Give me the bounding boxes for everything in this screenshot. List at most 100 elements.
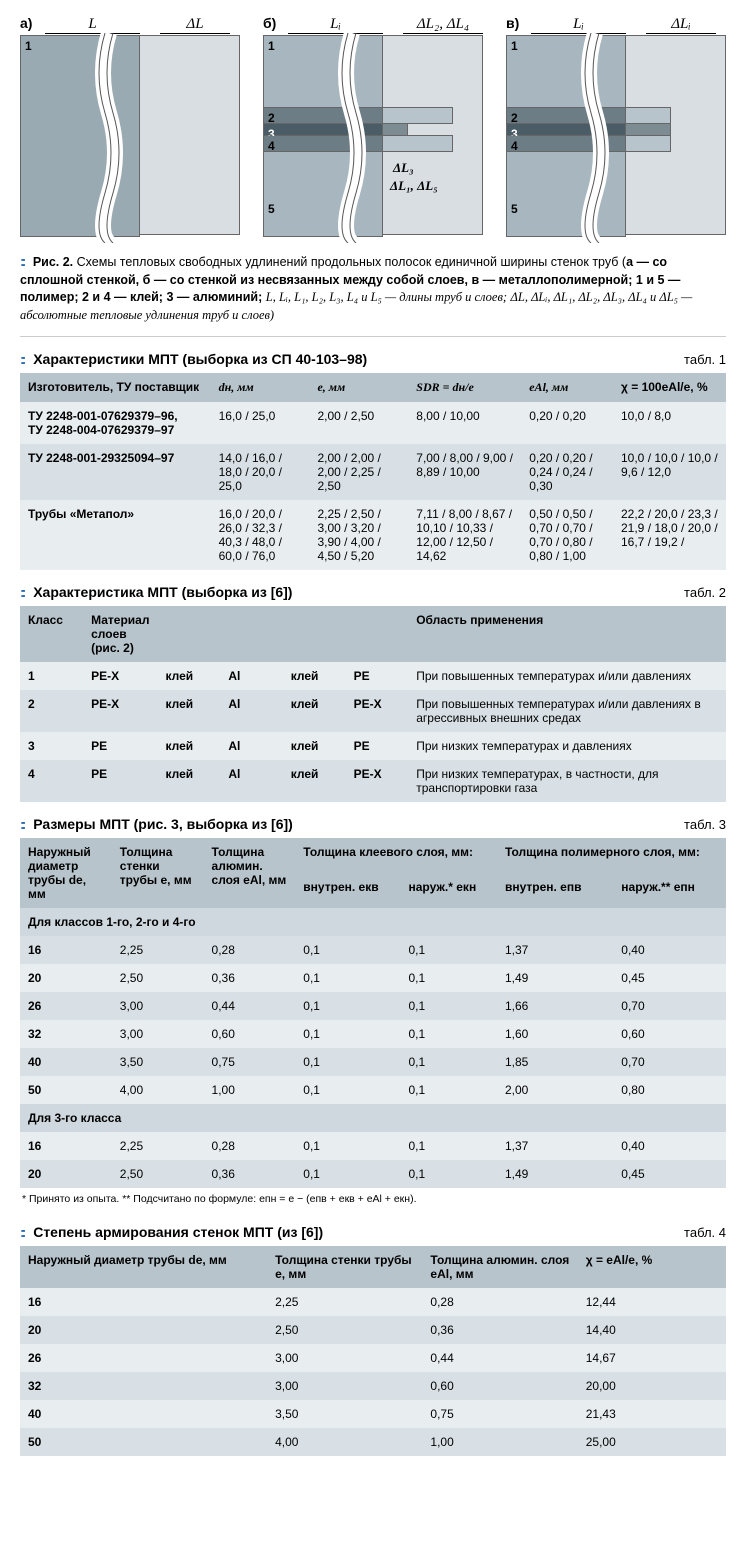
table-cell: 2 xyxy=(20,690,83,732)
table1: Изготовитель, ТУ поставщикdн, ммe, ммSDR… xyxy=(20,373,726,570)
table-cell: 1,49 xyxy=(497,1160,613,1188)
table4-label: табл. 4 xyxy=(684,1225,726,1240)
caption-main: Схемы тепловых свободных удлинений продо… xyxy=(77,255,619,269)
table3-heading: :: Размеры МПТ (рис. 3, выборка из [6]) … xyxy=(20,816,726,832)
table-cell: 1,00 xyxy=(422,1428,577,1456)
table-cell: клей xyxy=(283,732,346,760)
table-cell: Al xyxy=(220,760,282,802)
table-cell: 0,45 xyxy=(613,964,726,992)
diagram-panel-a: а) L ΔL 1 xyxy=(20,15,240,237)
table-row: 323,000,600,10,11,600,60 xyxy=(20,1020,726,1048)
table-cell: 0,1 xyxy=(295,936,400,964)
table-cell: 0,1 xyxy=(295,1048,400,1076)
table-cell: 0,75 xyxy=(204,1048,296,1076)
table-cell: 10,0 / 8,0 xyxy=(613,402,726,444)
table-cell: 2,25 xyxy=(112,1132,204,1160)
table-col: Наружный диаметр трубы de, мм xyxy=(20,1246,267,1288)
table-cell: 0,1 xyxy=(295,1160,400,1188)
table-cell: PE-X xyxy=(346,690,409,732)
table4: Наружный диаметр трубы de, ммТолщина сте… xyxy=(20,1246,726,1456)
panel-a-dL: ΔL xyxy=(160,16,230,34)
caption-b: б — со стенкой из несвязанных между собо… xyxy=(143,273,468,287)
table-cell: При повышенных температурах и/или давлен… xyxy=(408,662,726,690)
t3-sub0: внутрен. eкв xyxy=(295,873,400,908)
table-row: 263,000,4414,67 xyxy=(20,1344,726,1372)
table-cell: 16 xyxy=(20,936,112,964)
wave-gap-icon xyxy=(95,33,123,243)
table-col: Область применения xyxy=(408,606,726,662)
table-row: 263,000,440,10,11,660,70 xyxy=(20,992,726,1020)
table-cell: 26 xyxy=(20,992,112,1020)
table-cell: 3,50 xyxy=(112,1048,204,1076)
panel-v-dL: ΔLᵢ xyxy=(646,16,716,34)
table-col: e, мм xyxy=(309,373,408,402)
table-cell: 0,1 xyxy=(401,1132,497,1160)
table2-label: табл. 2 xyxy=(684,585,726,600)
table-cell: 14,67 xyxy=(578,1344,726,1372)
table-cell: 2,25 xyxy=(267,1288,422,1316)
table-row: 403,500,750,10,11,850,70 xyxy=(20,1048,726,1076)
table-cell: 32 xyxy=(20,1372,267,1400)
table-cell: 0,1 xyxy=(401,964,497,992)
table-cell: 0,75 xyxy=(422,1400,577,1428)
table-cell: клей xyxy=(157,662,220,690)
caption-3: 3 — алюминий; xyxy=(166,290,262,304)
bullet-dots-icon: :: xyxy=(20,253,23,269)
caption-v: в — металлополимерной; xyxy=(471,273,632,287)
table-col: Материал слоев (рис. 2) xyxy=(83,606,157,662)
table-cell: PE-X xyxy=(83,662,157,690)
table-cell: Для классов 1-го, 2-го и 4-го xyxy=(20,908,726,936)
table-cell: 20 xyxy=(20,1316,267,1344)
table-col: Толщина алюмин. слоя eAl, мм xyxy=(422,1246,577,1288)
bullet-dots-icon: :: xyxy=(20,1224,23,1240)
table-cell: клей xyxy=(283,690,346,732)
table-cell: 0,60 xyxy=(422,1372,577,1400)
t3-col2: Толщина алюмин. слоя eAl, мм xyxy=(204,838,296,908)
table-cell: 1,85 xyxy=(497,1048,613,1076)
table-row: ТУ 2248-001-07629379–96, ТУ 2248-004-076… xyxy=(20,402,726,444)
table2-title: Характеристика МПТ (выборка из [6]) xyxy=(33,584,292,600)
table-cell: 0,60 xyxy=(613,1020,726,1048)
table-col: eAl, мм xyxy=(521,373,613,402)
table1-title: Характеристики МПТ (выборка из СП 40-103… xyxy=(33,351,367,367)
table-cell: 0,28 xyxy=(204,1132,296,1160)
table3-title: Размеры МПТ (рис. 3, выборка из [6]) xyxy=(33,816,293,832)
table-cell: 2,00 / 2,00 / 2,00 / 2,25 / 2,50 xyxy=(309,444,408,500)
table-cell: 20 xyxy=(20,964,112,992)
table-row: 4PEклейAlклейPE-XПри низких температурах… xyxy=(20,760,726,802)
wave-gap-icon xyxy=(581,33,609,243)
table-subhead: Для классов 1-го, 2-го и 4-го xyxy=(20,908,726,936)
table-cell: PE xyxy=(346,732,409,760)
table-subhead: Для 3-го класса xyxy=(20,1104,726,1132)
table-col: χ = 100eAl/e, % xyxy=(613,373,726,402)
table-cell: 0,40 xyxy=(613,1132,726,1160)
table-cell: 0,60 xyxy=(204,1020,296,1048)
table-row: 202,500,360,10,11,490,45 xyxy=(20,1160,726,1188)
table-cell: 0,45 xyxy=(613,1160,726,1188)
table-row: 323,000,6020,00 xyxy=(20,1372,726,1400)
table-row: Изготовитель, ТУ поставщикdн, ммe, ммSDR… xyxy=(20,373,726,402)
table-cell: 0,1 xyxy=(401,1160,497,1188)
table-row: Наружный диаметр трубы de, ммТолщина сте… xyxy=(20,1246,726,1288)
table-row: 162,250,280,10,11,370,40 xyxy=(20,936,726,964)
diagram-panel-b: б) Lᵢ ΔL₂, ΔL₄ 1 2 3 4 5 ΔL₃ ΔL₁, ΔL₅ xyxy=(263,15,483,237)
table-cell: 3,00 xyxy=(267,1344,422,1372)
table-cell: 0,28 xyxy=(204,936,296,964)
table-row: 1PE-XклейAlклейPEПри повышенных температ… xyxy=(20,662,726,690)
table-cell: Al xyxy=(220,732,282,760)
table-cell: При низких температурах, в частности, дл… xyxy=(408,760,726,802)
table-cell: 8,00 / 10,00 xyxy=(408,402,521,444)
table-cell: 0,80 xyxy=(613,1076,726,1104)
table-cell: 12,44 xyxy=(578,1288,726,1316)
table-row: 202,500,3614,40 xyxy=(20,1316,726,1344)
table-cell: 4,00 xyxy=(112,1076,204,1104)
table-cell: 2,50 xyxy=(112,964,204,992)
table3-label: табл. 3 xyxy=(684,817,726,832)
table-cell: 0,28 xyxy=(422,1288,577,1316)
table-cell: PE-X xyxy=(346,760,409,802)
diagram-panel-v: в) Lᵢ ΔLᵢ 1 2 3 4 5 xyxy=(506,15,726,237)
table-cell: 0,70 xyxy=(613,992,726,1020)
table-cell: 16 xyxy=(20,1288,267,1316)
t3-col0: Наружный диаметр трубы de, мм xyxy=(20,838,112,908)
table-cell: 2,00 xyxy=(497,1076,613,1104)
